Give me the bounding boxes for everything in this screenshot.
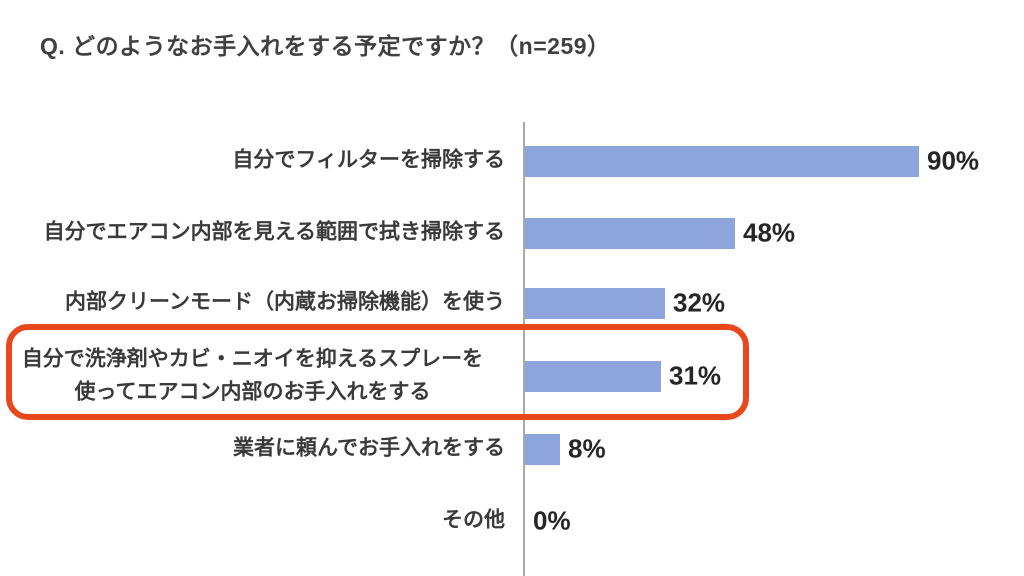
category-label: その他	[442, 508, 505, 532]
value-label: 8%	[568, 433, 606, 464]
category-label: 業者に頼んでお手入れをする	[233, 436, 505, 460]
category-label: 自分で洗浄剤やカビ・ニオイを抑えるスプレーを 使ってエアコン内部のお手入れをする	[21, 347, 484, 403]
value-label: 32%	[673, 287, 726, 318]
chart-title: Q. どのようなお手入れをする予定ですか？（n=259）	[40, 33, 611, 59]
category-label: 自分でフィルターを掃除する	[232, 148, 505, 172]
bar	[525, 145, 919, 177]
value-label: 31%	[669, 360, 722, 391]
value-label: 0%	[533, 505, 571, 536]
bar	[525, 360, 661, 392]
category-label: 内部クリーンモード（内蔵お掃除機能）を使う	[65, 290, 505, 314]
category-label: 自分でエアコン内部を見える範囲で拭き掃除する	[43, 220, 505, 244]
y-axis-line	[523, 122, 525, 576]
bar	[525, 433, 560, 465]
bar	[525, 287, 665, 319]
bar	[525, 217, 735, 249]
value-label: 48%	[743, 217, 796, 248]
value-label: 90%	[927, 145, 980, 176]
